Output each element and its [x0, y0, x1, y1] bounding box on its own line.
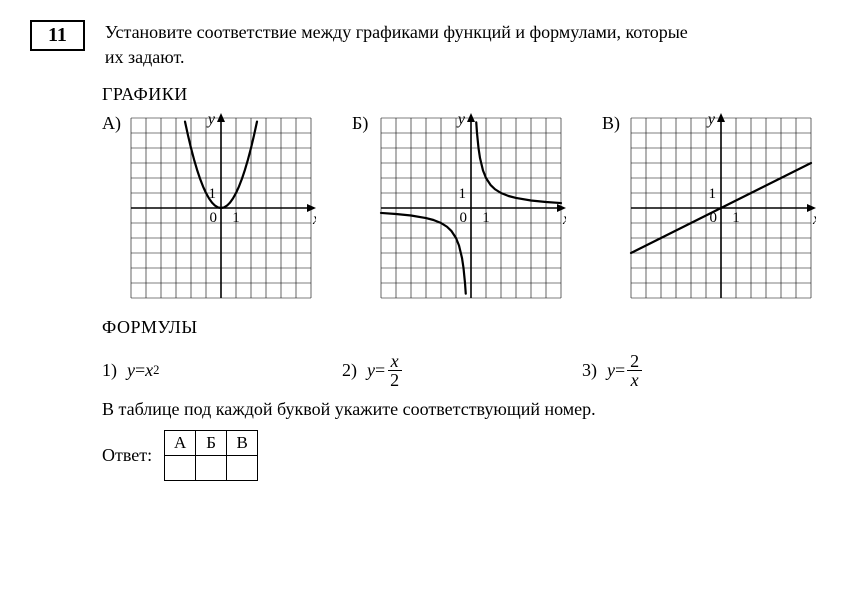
svg-text:y: y [206, 113, 216, 128]
formula-1-rhs-base: x [145, 360, 153, 381]
formula-2-frac: x 2 [387, 352, 402, 389]
problem-page: 11 Установите соответствие между графика… [0, 0, 868, 607]
problem-text: Установите соответствие между графиками … [105, 20, 688, 70]
formula-1: 1) y = x2 [102, 360, 342, 381]
formula-1-num: 1) [102, 360, 117, 381]
svg-text:x: x [812, 211, 816, 228]
formula-2-lhs: y [367, 360, 375, 381]
problem-number-box: 11 [30, 20, 85, 51]
answer-cell-c[interactable] [227, 456, 258, 481]
formula-1-rhs-exp: 2 [153, 363, 159, 378]
formulas-row: 1) y = x2 2) y = x 2 3) y = 2 x [102, 352, 838, 389]
formula-3-frac-den: x [628, 371, 642, 389]
formula-3-frac-num: 2 [627, 352, 642, 371]
formula-3-frac: 2 x [627, 352, 642, 389]
formula-2-frac-num: x [388, 352, 402, 371]
svg-text:0: 0 [460, 210, 468, 226]
formula-3-num: 3) [582, 360, 597, 381]
problem-number: 11 [48, 24, 67, 46]
graph-letter-a: А) [102, 113, 126, 134]
formula-1-eq: = [135, 360, 145, 381]
graph-letter-b: Б) [352, 113, 376, 134]
svg-text:x: x [562, 211, 566, 228]
graph-block-c: В) 011xy [602, 113, 816, 303]
svg-text:0: 0 [210, 210, 218, 226]
problem-text-line1: Установите соответствие между графиками … [105, 22, 688, 42]
formula-2: 2) y = x 2 [342, 352, 582, 389]
problem-header-row: 11 Установите соответствие между графика… [30, 20, 838, 70]
graph-a-svg: 011xy [126, 113, 316, 303]
problem-text-line2: их задают. [105, 47, 185, 67]
graphs-row: А) 011xy Б) 011xy В) 011xy [102, 113, 838, 303]
graphs-section-label: ГРАФИКИ [102, 84, 838, 105]
table-row [165, 456, 258, 481]
answer-cell-a[interactable] [165, 456, 196, 481]
formulas-section-label: ФОРМУЛЫ [102, 317, 838, 338]
graph-block-a: А) 011xy [102, 113, 316, 303]
svg-text:y: y [456, 113, 466, 128]
table-instruction: В таблице под каждой буквой укажите соот… [102, 399, 838, 420]
svg-text:1: 1 [732, 210, 740, 226]
table-header-a: А [165, 431, 196, 456]
table-header-c: В [227, 431, 258, 456]
formula-3-lhs: y [607, 360, 615, 381]
graph-letter-c: В) [602, 113, 626, 134]
graph-c-svg: 011xy [626, 113, 816, 303]
graph-b-svg: 011xy [376, 113, 566, 303]
svg-text:1: 1 [232, 210, 240, 226]
table-header-b: Б [196, 431, 227, 456]
svg-text:1: 1 [459, 186, 467, 202]
formula-2-num: 2) [342, 360, 357, 381]
answer-row: Ответ: А Б В [102, 430, 838, 481]
svg-text:x: x [312, 211, 316, 228]
answer-table: А Б В [164, 430, 258, 481]
formula-3: 3) y = 2 x [582, 352, 644, 389]
answer-label: Ответ: [102, 445, 152, 466]
graph-block-b: Б) 011xy [352, 113, 566, 303]
formula-2-frac-den: 2 [387, 371, 402, 389]
table-row: А Б В [165, 431, 258, 456]
formula-1-lhs: y [127, 360, 135, 381]
svg-text:1: 1 [709, 186, 717, 202]
svg-text:1: 1 [482, 210, 490, 226]
svg-text:y: y [706, 113, 716, 128]
formula-3-eq: = [615, 360, 625, 381]
answer-cell-b[interactable] [196, 456, 227, 481]
formula-2-eq: = [375, 360, 385, 381]
